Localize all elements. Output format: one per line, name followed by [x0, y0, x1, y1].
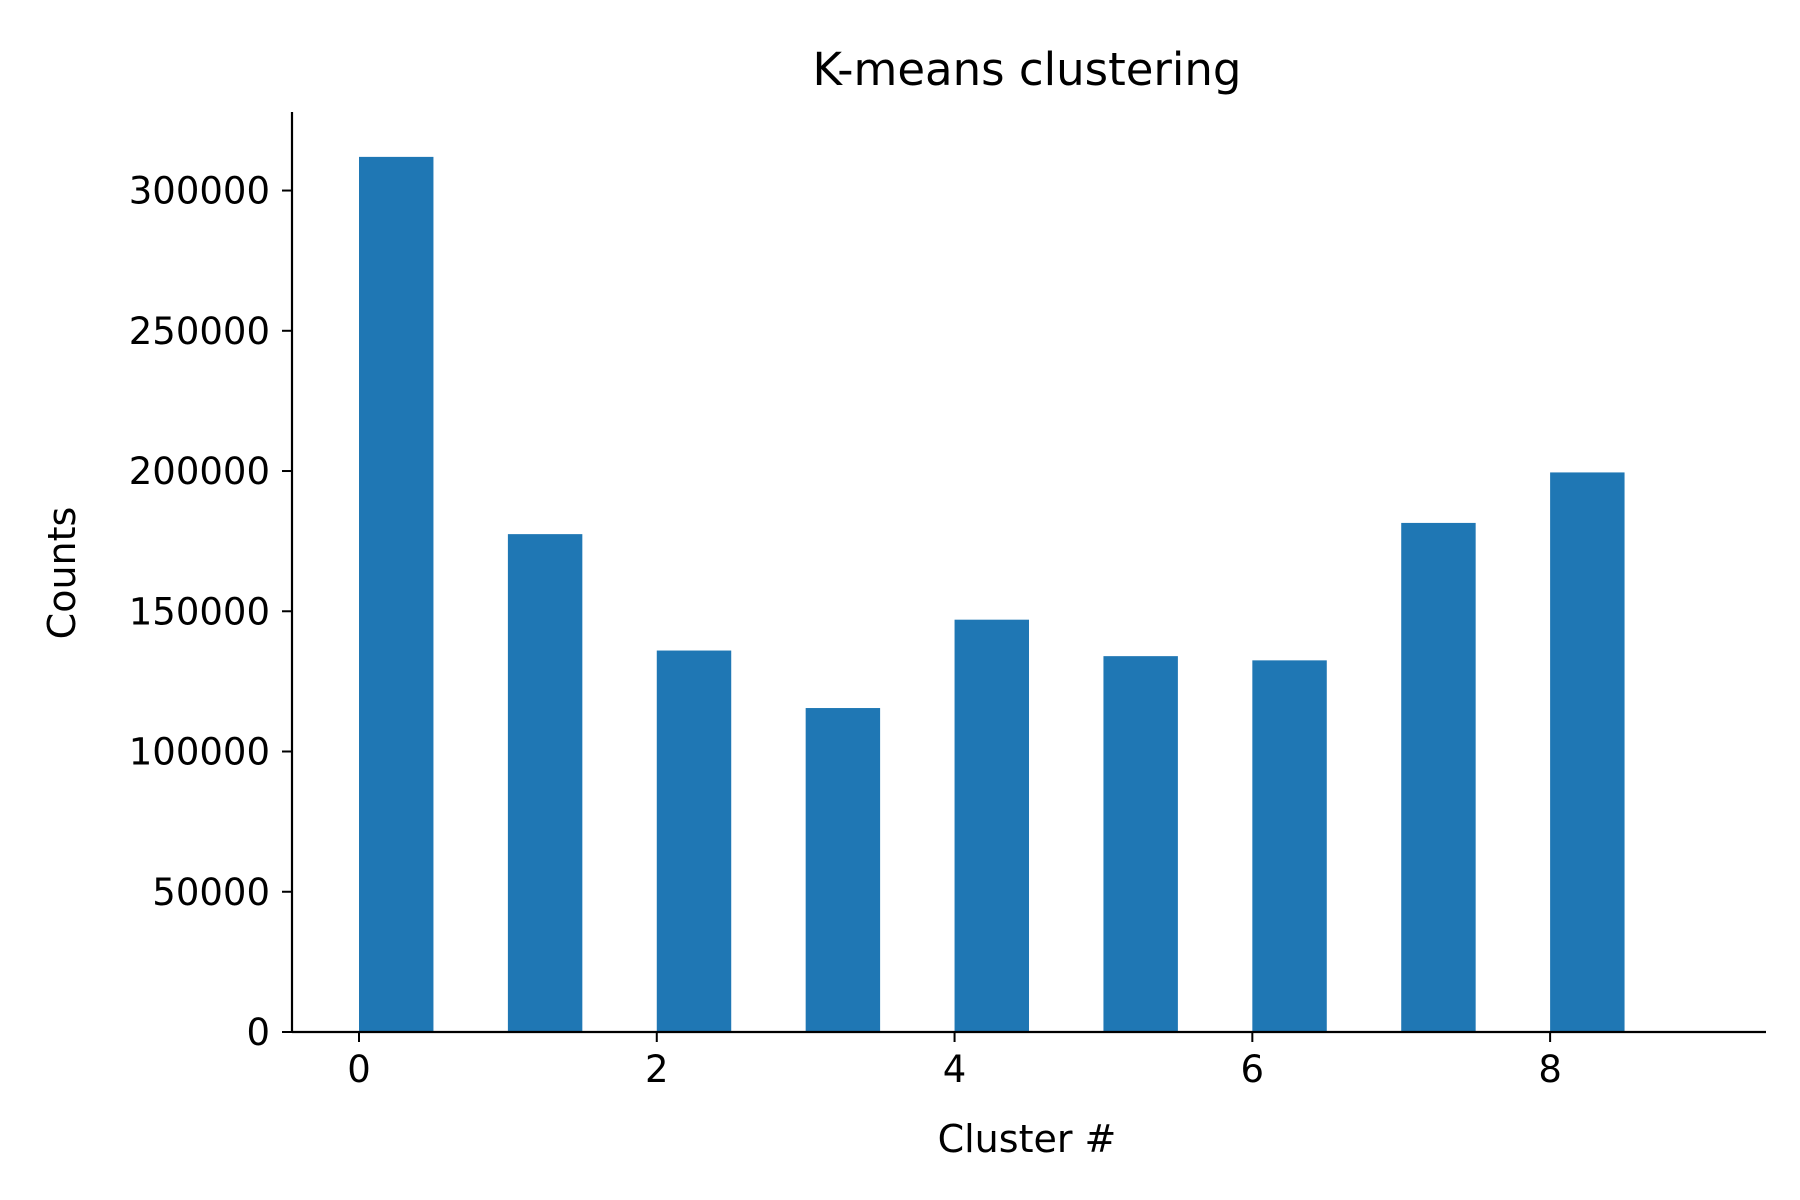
x-ticks-group: 0 2 4 6 8: [347, 1032, 1562, 1091]
x-tick-label: 4: [943, 1048, 967, 1091]
x-tick-label: 2: [645, 1048, 669, 1091]
bar-cluster-0: [359, 156, 434, 1032]
chart-title: K-means clustering: [812, 43, 1241, 96]
bar-cluster-3: [805, 708, 881, 1032]
y-tick-label: 150000: [129, 590, 270, 633]
axes-group: [290, 112, 1766, 1034]
x-tick-label: 6: [1241, 1048, 1265, 1091]
bars-group: [359, 156, 1625, 1032]
x-tick-label: 8: [1538, 1048, 1562, 1091]
y-ticks-group: 0 50000 100000 150000 200000 250000 300000: [129, 170, 292, 1054]
y-tick-label: 50000: [152, 871, 270, 914]
x-axis-label: Cluster #: [938, 1117, 1117, 1161]
bar-cluster-4: [954, 619, 1029, 1032]
y-axis-label: Counts: [40, 507, 84, 640]
y-tick-label: 250000: [129, 310, 270, 353]
y-tick-label: 200000: [129, 450, 270, 493]
y-tick-label: 100000: [129, 731, 270, 774]
y-tick-label: 300000: [129, 170, 270, 213]
bar-cluster-8: [1550, 472, 1625, 1032]
bar-cluster-5: [1103, 656, 1178, 1032]
y-tick-label: 0: [246, 1011, 270, 1054]
bar-cluster-2: [656, 650, 732, 1032]
x-tick-label: 0: [347, 1048, 371, 1091]
bar-cluster-1: [507, 534, 583, 1032]
bar-cluster-6: [1252, 660, 1327, 1032]
bar-cluster-7: [1401, 522, 1476, 1032]
